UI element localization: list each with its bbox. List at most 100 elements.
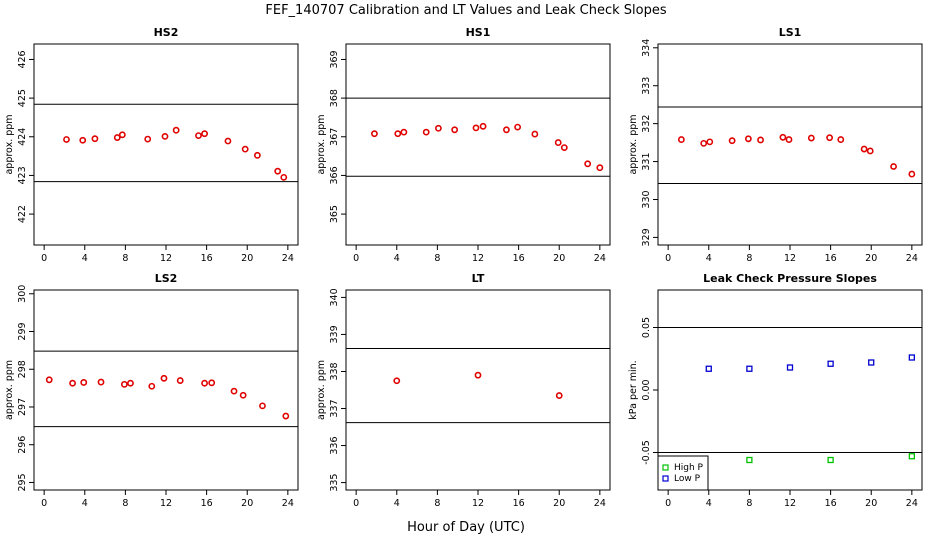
- data-point: [208, 379, 216, 387]
- y-tick-label: 297: [17, 398, 28, 416]
- legend-box: [657, 455, 709, 491]
- x-tick-label: 24: [906, 498, 918, 509]
- y-axis-label: approx. ppm: [316, 114, 327, 174]
- y-tick-label: 0.00: [641, 379, 652, 400]
- data-point: [472, 124, 480, 132]
- x-tick-label: 16: [201, 253, 213, 264]
- y-tick-label: 365: [329, 205, 340, 223]
- data-point: [746, 456, 753, 464]
- legend-entry: Low P: [674, 474, 701, 484]
- y-tick-label: 332: [641, 115, 652, 133]
- data-point: [79, 136, 87, 144]
- x-tick-label: 16: [201, 498, 213, 509]
- legend-marker: [662, 464, 669, 471]
- data-point: [393, 377, 401, 385]
- data-point: [868, 359, 875, 366]
- data-point: [120, 380, 128, 388]
- y-tick-label: 423: [17, 166, 28, 184]
- y-tick-label: 296: [17, 436, 28, 454]
- y-axis-label: approx. ppm: [628, 114, 639, 174]
- data-point: [757, 136, 764, 144]
- data-point: [890, 163, 897, 170]
- x-axis-label: Hour of Day (UTC): [407, 520, 525, 535]
- data-point: [371, 130, 378, 138]
- data-point: [827, 456, 834, 464]
- x-tick-label: 8: [434, 253, 440, 264]
- data-point: [253, 151, 261, 159]
- y-tick-label: 299: [17, 322, 28, 340]
- plot-frame: [345, 43, 611, 246]
- data-point: [677, 136, 685, 143]
- x-tick-label: 4: [706, 498, 712, 509]
- y-tick-label: 0.05: [641, 317, 652, 338]
- x-tick-label: 8: [746, 498, 752, 509]
- data-point: [474, 371, 482, 379]
- data-point: [161, 132, 169, 140]
- data-point: [746, 365, 753, 372]
- data-point: [91, 135, 99, 143]
- data-point: [779, 133, 787, 141]
- x-tick-label: 0: [41, 253, 47, 264]
- data-point: [584, 160, 592, 168]
- x-tick-label: 16: [825, 253, 837, 264]
- x-tick-label: 12: [784, 253, 796, 264]
- panel-title: HS1: [466, 26, 491, 39]
- x-tick-label: 8: [122, 253, 128, 264]
- x-tick-label: 4: [394, 498, 400, 509]
- data-point: [422, 128, 430, 136]
- y-tick-label: 340: [329, 288, 340, 306]
- legend-marker: [662, 475, 669, 482]
- data-point: [144, 135, 152, 143]
- y-tick-label: 334: [641, 39, 652, 57]
- panel-4: LS2 approx. ppm 0 4 8 12 16 20 24 295 296 297 298 299…: [4, 272, 299, 509]
- data-point: [201, 379, 208, 387]
- x-tick-label: 0: [353, 498, 359, 509]
- data-point: [400, 128, 408, 136]
- data-point: [908, 170, 916, 178]
- data-point: [69, 379, 76, 387]
- data-point: [113, 134, 121, 141]
- panel-6: Leak Check Pressure Slopes kPa per min. 0 4…: [628, 272, 923, 509]
- data-point: [241, 145, 249, 153]
- x-tick-label: 12: [784, 498, 796, 509]
- data-point: [201, 130, 208, 138]
- data-point: [97, 378, 105, 386]
- plot-frame: [345, 289, 611, 491]
- x-tick-label: 20: [553, 498, 565, 509]
- data-point: [394, 130, 402, 138]
- data-point: [827, 360, 834, 367]
- x-tick-label: 20: [241, 253, 253, 264]
- x-tick-label: 16: [513, 498, 525, 509]
- panel-1: HS2 approx. ppm 0 4 8 12 16 20 24 422 423 424 425 426: [4, 26, 299, 264]
- data-point: [230, 387, 238, 395]
- data-point: [224, 137, 232, 145]
- x-tick-label: 12: [472, 253, 484, 264]
- y-tick-label: -0.05: [641, 440, 652, 465]
- x-tick-label: 4: [706, 253, 712, 264]
- x-tick-label: 8: [122, 498, 128, 509]
- data-point: [908, 453, 915, 460]
- x-tick-label: 0: [665, 253, 671, 264]
- legend-entry: High P: [674, 463, 704, 473]
- y-tick-label: 424: [17, 128, 28, 146]
- y-tick-label: 336: [329, 436, 340, 454]
- x-tick-label: 20: [865, 498, 877, 509]
- x-tick-label: 24: [594, 498, 606, 509]
- data-point: [63, 136, 70, 143]
- y-tick-label: 366: [329, 166, 340, 184]
- y-tick-label: 368: [329, 89, 340, 107]
- y-tick-label: 426: [17, 50, 28, 68]
- data-point: [451, 126, 459, 134]
- x-tick-label: 16: [513, 253, 525, 264]
- data-point: [531, 130, 539, 138]
- x-tick-label: 12: [160, 498, 172, 509]
- panel-2: HS1 approx. ppm 0 4 8 12 16 20 24 365 366 367 368 369: [316, 26, 611, 264]
- y-tick-label: 295: [17, 473, 28, 491]
- data-point: [744, 135, 752, 143]
- data-point: [706, 138, 714, 146]
- data-point: [80, 379, 88, 386]
- x-tick-label: 4: [394, 253, 400, 264]
- data-point: [118, 131, 126, 139]
- data-point: [127, 379, 134, 387]
- data-point: [596, 164, 604, 172]
